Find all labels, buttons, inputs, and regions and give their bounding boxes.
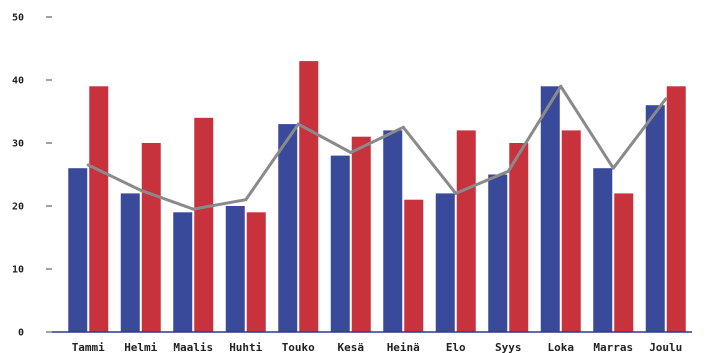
trend-point xyxy=(86,163,90,167)
bar-series-1 xyxy=(435,193,455,332)
x-axis: Tammi Helmi Maalis Huhti Touko Kesä Heinä Elo Sy… xyxy=(52,331,692,353)
x-tick-label: Touko xyxy=(282,341,315,353)
bar-series-2 xyxy=(404,199,424,332)
y-tick-label: 30 xyxy=(12,139,24,150)
y-tick-label: 20 xyxy=(12,202,24,213)
trend-line xyxy=(87,84,667,211)
trend-point xyxy=(559,84,563,88)
bar-series-2 xyxy=(666,86,686,332)
trend-point xyxy=(139,188,143,192)
bar-series-2 xyxy=(194,117,214,332)
x-tick-label: Huhti xyxy=(229,341,262,353)
y-axis: 0 10 20 30 40 50 xyxy=(12,13,52,339)
y-tick-label: 50 xyxy=(12,13,24,24)
bar-series-1 xyxy=(645,105,665,332)
bar-series-2 xyxy=(89,86,109,332)
y-tick-label: 40 xyxy=(12,76,24,87)
trend-point xyxy=(244,198,248,202)
bar-series-1 xyxy=(278,124,298,332)
x-tick-label: Joulu xyxy=(649,341,682,353)
x-tick-label: Kesä xyxy=(338,341,365,353)
y-tick-label: 10 xyxy=(12,265,24,276)
bar-series-1 xyxy=(593,168,613,332)
bar-series-1 xyxy=(540,86,560,332)
bar-series-1 xyxy=(383,130,403,332)
trend-point xyxy=(664,97,668,101)
bar-series-2 xyxy=(614,193,634,332)
trend-point xyxy=(349,150,353,154)
trend-point xyxy=(296,122,300,126)
bar-series-1 xyxy=(488,174,508,332)
bar-series-2 xyxy=(141,143,161,332)
x-tick-label: Loka xyxy=(548,341,575,353)
x-tick-label: Maalis xyxy=(173,341,213,353)
bar-series-2 xyxy=(351,136,371,332)
trend-point xyxy=(506,169,510,173)
y-tick-label: 0 xyxy=(18,328,24,339)
bar-series-2 xyxy=(561,130,581,332)
bar-series-1 xyxy=(330,155,350,332)
bar-series-2 xyxy=(246,212,266,332)
bar-series-1 xyxy=(225,206,245,332)
bar-series-2 xyxy=(456,130,476,332)
x-tick-label: Marras xyxy=(593,341,633,353)
x-tick-label: Heinä xyxy=(387,341,420,353)
trend-line-layer xyxy=(86,84,668,211)
trend-point xyxy=(401,125,405,129)
bar-series-2 xyxy=(509,143,529,332)
x-tick-label: Tammi xyxy=(72,341,105,353)
bar-series-1 xyxy=(68,168,88,332)
bar-series-2 xyxy=(299,61,319,332)
x-tick-label: Elo xyxy=(446,341,466,353)
trend-point xyxy=(611,166,615,170)
bar-series-1 xyxy=(120,193,140,332)
x-tick-label: Syys xyxy=(495,341,522,353)
bar-series-1 xyxy=(173,212,193,332)
bars xyxy=(68,61,686,332)
trend-point xyxy=(191,207,195,211)
x-tick-label: Helmi xyxy=(124,341,157,353)
trend-point xyxy=(454,191,458,195)
